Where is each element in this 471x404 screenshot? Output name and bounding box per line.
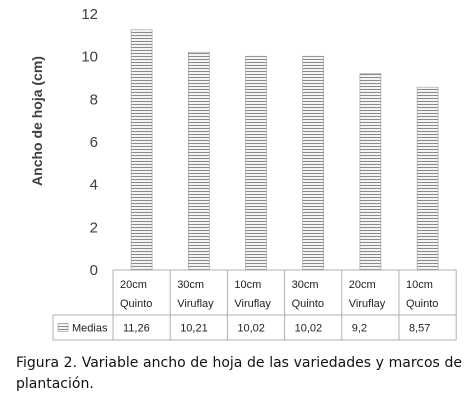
category-label: 10cm: [406, 279, 433, 291]
value-label: 10,02: [295, 323, 323, 335]
legend-key: [57, 323, 69, 332]
y-tick-label: 10: [81, 49, 98, 66]
category-label: 20cm: [349, 279, 376, 291]
bars: [130, 29, 439, 271]
bar: [188, 51, 210, 271]
bar: [245, 55, 267, 271]
y-axis: 0 2 4 6 8 10 12: [81, 6, 98, 279]
category-label: 10cm: [234, 279, 261, 291]
category-label: 20cm: [120, 279, 147, 291]
bar: [130, 29, 153, 271]
category-label: Quinto: [120, 298, 152, 310]
value-label: 8,57: [409, 323, 430, 335]
value-label: 10,21: [180, 323, 208, 335]
value-label: 10,02: [237, 323, 265, 335]
category-label: Viruflay: [177, 298, 214, 310]
bar: [359, 73, 382, 271]
category-label: Quinto: [292, 298, 324, 310]
category-label: 30cm: [177, 279, 204, 291]
category-label: 30cm: [292, 279, 319, 291]
category-label: Viruflay: [234, 298, 271, 310]
y-tick-label: 4: [90, 177, 98, 194]
series-name: Medias: [72, 323, 108, 335]
bar: [302, 55, 325, 271]
value-label: 11,26: [123, 323, 150, 335]
value-label: 9,2: [352, 323, 367, 335]
bar-chart: 0 2 4 6 8 10 12 Ancho de hoja (cm) 20cm Quinto 3…: [29, 6, 457, 341]
data-table: 20cm Quinto 30cm Viruflay 10cm Viruflay 30cm Qu…: [52, 269, 457, 341]
y-tick-label: 8: [90, 91, 98, 108]
y-tick-label: 0: [90, 262, 98, 279]
y-axis-title: Ancho de hoja (cm): [29, 56, 45, 186]
category-label: Quinto: [406, 298, 438, 310]
y-tick-label: 6: [90, 134, 98, 151]
category-label: Viruflay: [349, 298, 386, 310]
figure-caption: Figura 2. Variable ancho de hoja de las …: [16, 355, 462, 392]
y-tick-label: 2: [90, 219, 98, 236]
y-tick-label: 12: [81, 6, 98, 23]
bar: [416, 86, 439, 271]
